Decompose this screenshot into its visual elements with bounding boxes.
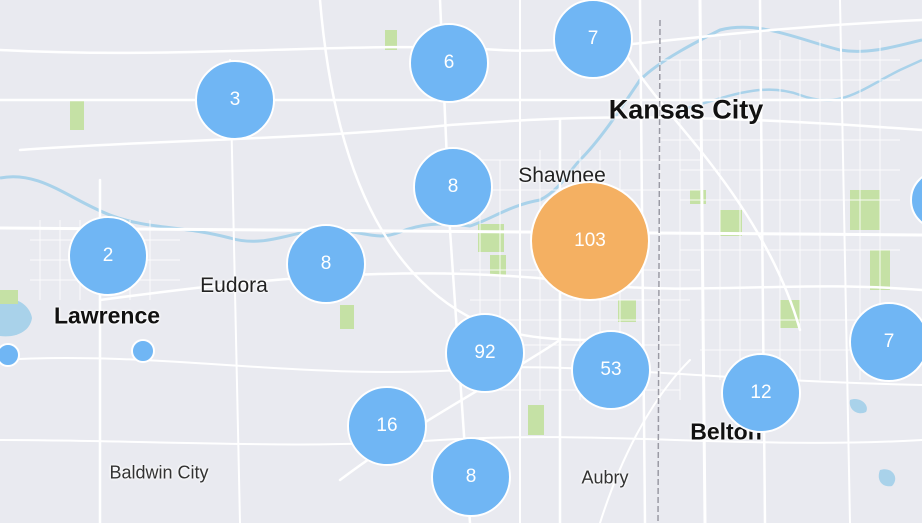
cluster-marker[interactable]: 8 bbox=[286, 224, 366, 304]
label-eudora: Eudora bbox=[200, 274, 268, 297]
cluster-marker[interactable]: 16 bbox=[347, 386, 427, 466]
cluster-marker[interactable]: 12 bbox=[721, 353, 801, 433]
cluster-marker[interactable]: 2 bbox=[68, 216, 148, 296]
small-lake-2 bbox=[878, 469, 896, 487]
cluster-marker[interactable]: 6 bbox=[409, 23, 489, 103]
cluster-marker[interactable]: 8 bbox=[431, 437, 511, 517]
cluster-marker[interactable]: 8 bbox=[413, 147, 493, 227]
location-pin[interactable] bbox=[131, 339, 155, 363]
label-aubry: Aubry bbox=[581, 467, 629, 488]
cluster-marker[interactable]: 53 bbox=[571, 330, 651, 410]
cluster-marker[interactable]: 3 bbox=[195, 60, 275, 140]
label-lawrence: Lawrence bbox=[53, 302, 161, 329]
small-lake-1 bbox=[849, 399, 867, 414]
cluster-marker[interactable]: 7 bbox=[553, 0, 633, 79]
location-pin[interactable] bbox=[0, 343, 20, 367]
clinton-lake bbox=[0, 298, 32, 337]
cluster-marker[interactable]: 92 bbox=[445, 313, 525, 393]
label-baldwin-city: Baldwin City bbox=[109, 462, 209, 483]
cluster-marker[interactable]: 7 bbox=[849, 302, 922, 382]
cluster-marker-large[interactable]: 103 bbox=[530, 181, 650, 301]
state-line bbox=[657, 19, 661, 523]
label-kansas-city: Kansas City bbox=[608, 94, 764, 125]
